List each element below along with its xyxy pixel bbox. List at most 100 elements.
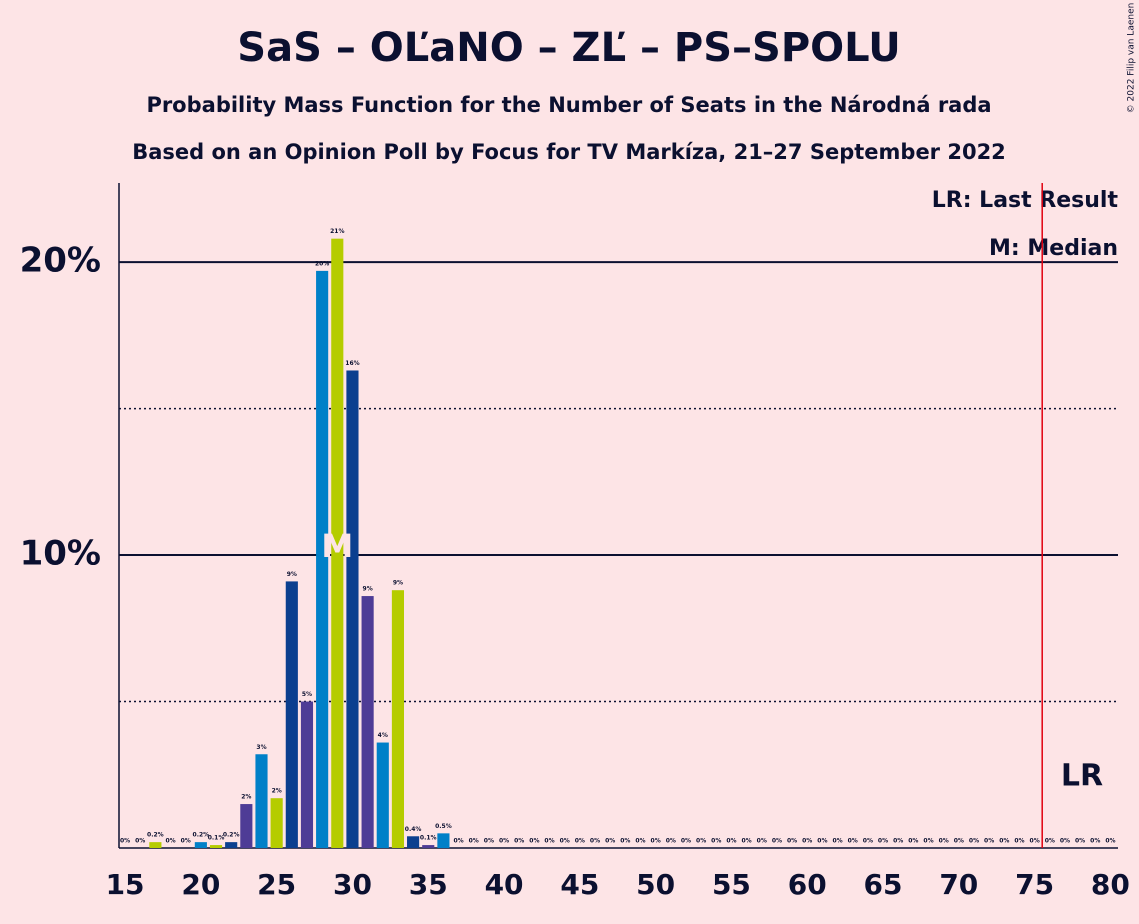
value-label: 0%: [469, 838, 479, 845]
bar: [361, 596, 374, 848]
bar: [300, 701, 314, 848]
bar: [270, 798, 283, 848]
value-label: 9%: [363, 586, 373, 593]
value-label: 0.2%: [193, 832, 210, 839]
last-result-label: LR: [1061, 759, 1103, 794]
value-label: 0%: [544, 838, 554, 845]
value-label: 0%: [666, 838, 676, 845]
bar: [422, 845, 435, 848]
value-label: 2%: [272, 788, 282, 795]
bar: [225, 842, 238, 848]
value-label: 0%: [620, 838, 630, 845]
value-label: 20%: [315, 260, 329, 267]
x-tick-label: 40: [485, 868, 524, 901]
value-label: 0%: [605, 838, 615, 845]
value-label: 0%: [575, 838, 585, 845]
value-label: 0%: [863, 838, 873, 845]
value-label: 0%: [1030, 838, 1040, 845]
value-label: 9%: [287, 571, 297, 578]
copyright: © 2022 Filip van Laenen: [1127, 3, 1137, 114]
value-label: 21%: [330, 228, 344, 235]
legend-entry: M: Median: [989, 236, 1118, 261]
value-label: 0%: [560, 838, 570, 845]
bar: [331, 238, 344, 849]
value-label: 0%: [923, 838, 933, 845]
x-tick-label: 30: [333, 868, 372, 901]
x-tick-label: 80: [1091, 868, 1130, 901]
value-label: 0%: [635, 838, 645, 845]
x-tick-label: 20: [181, 868, 220, 901]
x-tick-label: 45: [560, 868, 599, 901]
value-label: 0%: [742, 838, 752, 845]
x-tick-label: 25: [257, 868, 296, 901]
value-label: 0%: [1014, 838, 1024, 845]
value-label: 0%: [135, 838, 145, 845]
value-label: 0%: [1090, 838, 1100, 845]
x-tick-label: 60: [788, 868, 827, 901]
value-label: 0%: [1105, 838, 1115, 845]
bar: [285, 581, 298, 848]
x-tick-label: 55: [712, 868, 751, 901]
value-label: 0%: [787, 838, 797, 845]
value-label: 0%: [878, 838, 888, 845]
legend-entry: LR: Last Result: [932, 188, 1119, 213]
value-label: 0.4%: [405, 826, 422, 833]
bar: [209, 845, 223, 848]
value-label: 0%: [1045, 838, 1055, 845]
value-label: 16%: [345, 360, 359, 367]
value-label: 0%: [726, 838, 736, 845]
value-label: 0%: [999, 838, 1009, 845]
value-label: 5%: [302, 691, 312, 698]
chart-subtitle: Probability Mass Function for the Number…: [146, 93, 991, 117]
bar: [391, 590, 404, 848]
value-label: 0%: [651, 838, 661, 845]
value-label: 0%: [772, 838, 782, 845]
value-label: 0%: [908, 838, 918, 845]
bar: [346, 370, 359, 848]
chart-subtitle: Based on an Opinion Poll by Focus for TV…: [132, 140, 1006, 164]
value-label: 0%: [529, 838, 539, 845]
value-label: 0%: [817, 838, 827, 845]
value-label: 2%: [241, 794, 251, 801]
value-label: 0%: [1075, 838, 1085, 845]
x-tick-label: 35: [409, 868, 448, 901]
median-marker: M: [321, 527, 353, 565]
chart-title: SaS – OĽaNO – ZĽ – PS–SPOLU: [237, 25, 900, 71]
x-tick-label: 15: [106, 868, 145, 901]
value-label: 0%: [969, 838, 979, 845]
value-label: 0.2%: [147, 832, 164, 839]
bar: [316, 270, 329, 848]
y-tick-label: 20%: [20, 241, 101, 281]
value-label: 3%: [256, 744, 266, 751]
bar: [255, 754, 268, 848]
value-label: 0%: [453, 838, 463, 845]
value-label: 0%: [711, 838, 721, 845]
value-label: 0.1%: [420, 835, 437, 842]
value-label: 0%: [984, 838, 994, 845]
value-label: 0.1%: [208, 835, 225, 842]
value-label: 0%: [590, 838, 600, 845]
value-label: 4%: [378, 732, 388, 739]
value-label: 0%: [120, 838, 130, 845]
bar: [437, 833, 450, 848]
value-label: 0%: [757, 838, 767, 845]
value-label: 9%: [393, 580, 403, 587]
value-label: 0.2%: [223, 832, 240, 839]
x-tick-label: 75: [1015, 868, 1054, 901]
value-label: 0%: [848, 838, 858, 845]
x-tick-label: 70: [939, 868, 978, 901]
value-label: 0%: [181, 838, 191, 845]
bar: [149, 842, 162, 848]
bar: [407, 836, 420, 848]
value-label: 0%: [802, 838, 812, 845]
value-label: 0%: [1060, 838, 1070, 845]
value-label: 0%: [832, 838, 842, 845]
value-label: 0%: [954, 838, 964, 845]
bar: [240, 804, 253, 848]
value-label: 0%: [514, 838, 524, 845]
value-label: 0%: [681, 838, 691, 845]
value-label: 0%: [939, 838, 949, 845]
bar: [194, 842, 207, 848]
value-label: 0%: [165, 838, 175, 845]
